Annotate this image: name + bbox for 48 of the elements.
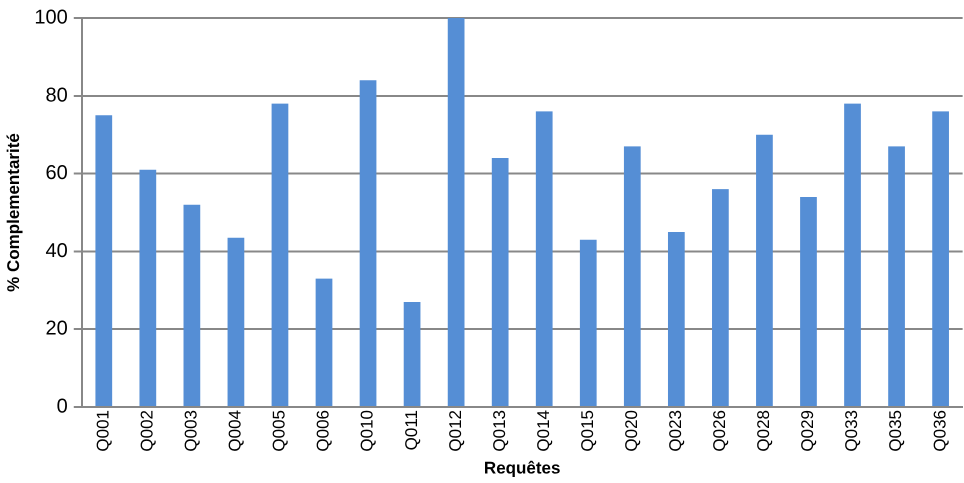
bar [95,115,112,406]
x-tick-label: Q028 [754,410,774,452]
bar [492,158,509,406]
y-tick-label: 80 [46,84,68,106]
bar [448,18,464,406]
x-tick-label: Q005 [270,410,289,452]
x-tick-label: Q004 [226,410,245,452]
x-tick-label: Q015 [578,410,597,452]
y-tick-label: 0 [56,396,68,418]
y-axis-title: % Complementarité [4,133,23,292]
y-tick-label: 60 [46,162,68,184]
bar [580,240,597,406]
x-tick-label: Q026 [710,410,730,452]
x-tick-label: Q013 [490,410,509,452]
x-tick-label: Q029 [798,410,818,452]
bar [756,134,773,406]
bar [228,238,244,406]
x-tick-label: Q002 [138,410,157,452]
bar [800,196,817,406]
bar [668,232,685,406]
bar [932,111,949,406]
x-tick-label: Q035 [886,410,906,452]
bar [624,146,641,406]
bar [712,189,729,406]
x-tick-label: Q020 [622,410,641,452]
x-tick-label: Q006 [314,410,333,452]
bar [536,111,553,406]
bar [888,146,905,406]
y-tick-label: 40 [46,240,68,262]
bar [360,80,376,406]
x-tick-label: Q001 [93,410,112,452]
x-tick-label: Q014 [534,410,553,452]
x-tick-label: Q010 [358,410,377,452]
x-tick-label: Q003 [182,410,201,452]
x-tick-label: Q036 [930,410,950,452]
y-tick-label: 100 [34,6,68,29]
x-axis-title: Requêtes [484,458,560,478]
x-tick-label: Q012 [446,410,465,452]
bar [184,204,200,406]
x-tick-label: Q033 [842,410,862,452]
bar [844,104,861,406]
x-tick-label: Q023 [666,410,686,452]
bar [272,104,288,406]
y-tick-label: 20 [46,318,68,340]
x-tick-label: Q011 [402,410,421,450]
bar [404,302,420,406]
bar [316,278,332,406]
bar [139,170,156,406]
